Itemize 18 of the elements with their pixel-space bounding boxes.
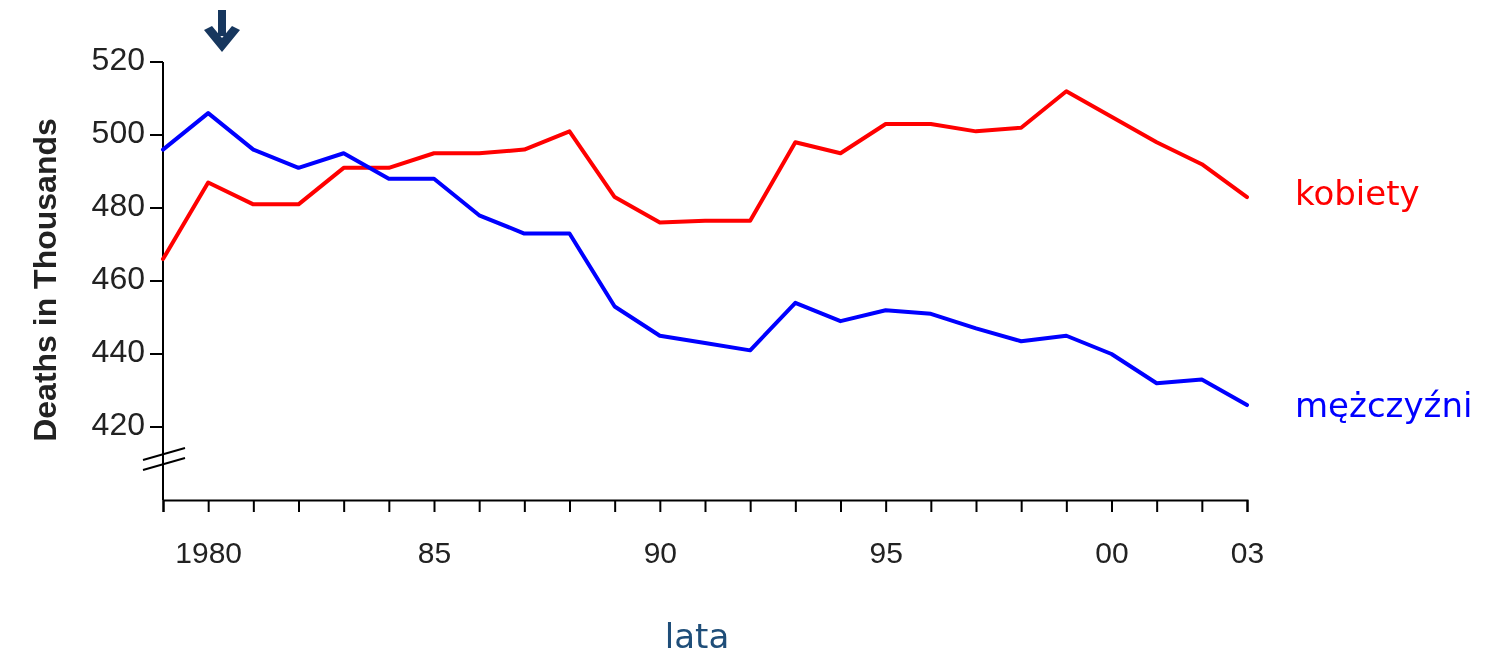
x-tick-label: 00 bbox=[1095, 536, 1129, 570]
series-label: kobiety bbox=[1295, 172, 1420, 213]
x-tick-label: 03 bbox=[1230, 536, 1265, 570]
y-tick-label: 460 bbox=[91, 260, 145, 297]
x-axis-title: lata bbox=[664, 615, 730, 656]
y-tick-label: 440 bbox=[91, 333, 145, 370]
series-label: mężczyźni bbox=[1295, 384, 1473, 425]
y-tick-label: 500 bbox=[91, 114, 145, 151]
line-series bbox=[161, 89, 1249, 262]
y-axis-title: Deaths in Thousands bbox=[27, 118, 64, 442]
y-tick-label: 480 bbox=[91, 187, 145, 224]
x-tick-label: 85 bbox=[417, 536, 452, 570]
x-tick-label: 95 bbox=[869, 536, 903, 570]
line-series bbox=[161, 111, 1249, 408]
y-tick-label: 420 bbox=[91, 406, 145, 443]
y-tick-label: 520 bbox=[91, 41, 145, 78]
x-tick-label: 1980 bbox=[175, 536, 243, 570]
x-tick-label: 90 bbox=[643, 536, 678, 570]
